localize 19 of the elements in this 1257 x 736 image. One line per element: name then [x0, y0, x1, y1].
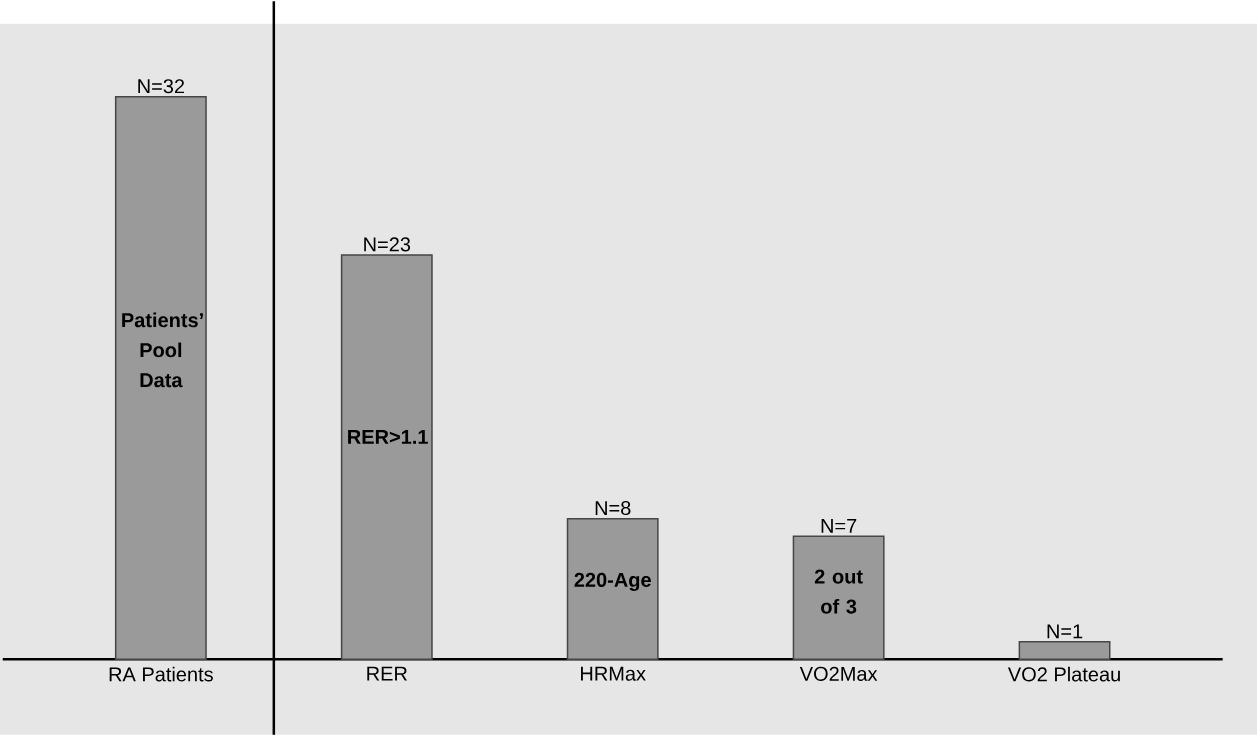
- bar: [340, 254, 433, 660]
- annotation: Patients’ Pool Data: [122, 312, 203, 388]
- x-tick-label: HRMax: [581, 666, 646, 681]
- bar: [566, 517, 659, 660]
- data-label: N=23: [364, 237, 411, 252]
- annotation: RER>1.1: [348, 430, 428, 444]
- bar: [792, 535, 885, 660]
- bar: [1018, 640, 1111, 660]
- x-tick-label: VO2Max: [799, 666, 878, 681]
- x-tick-label: VO2 Plateau: [1007, 666, 1120, 682]
- data-label: N=7: [821, 518, 857, 533]
- data-label: N=32: [138, 79, 185, 94]
- data-label: N=1: [1047, 624, 1083, 639]
- x-tick-label: RER: [367, 666, 407, 681]
- bar: [114, 96, 207, 660]
- annotation: 2 out of 3: [814, 569, 863, 614]
- data-label: N=8: [595, 500, 631, 516]
- annotation: 220-Age: [574, 572, 651, 591]
- x-tick-label: RA Patients: [109, 666, 213, 682]
